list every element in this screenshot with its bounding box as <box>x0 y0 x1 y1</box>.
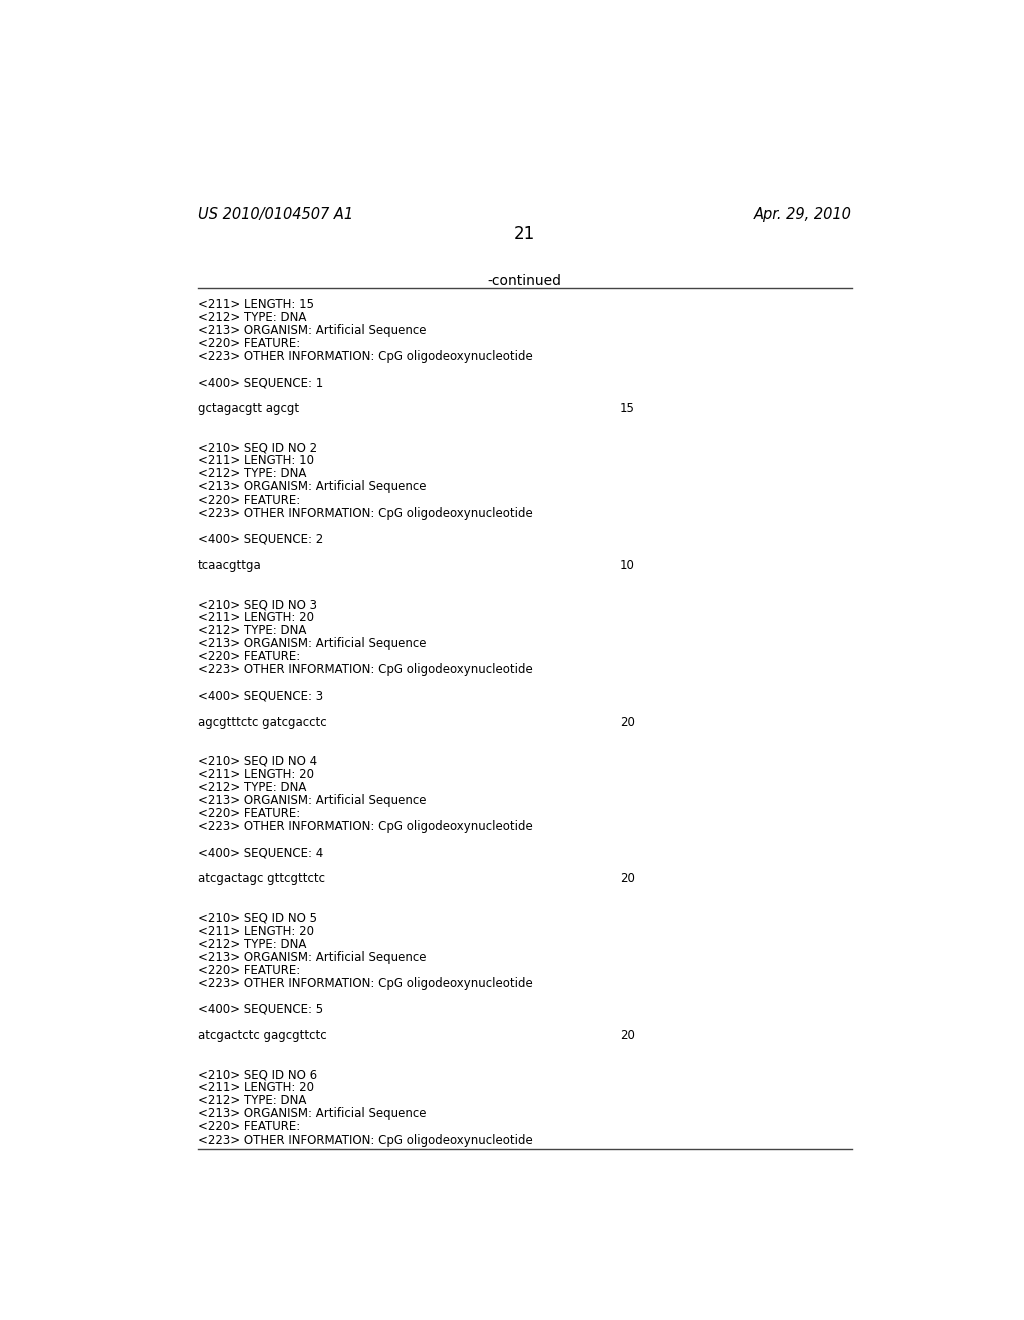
Text: <213> ORGANISM: Artificial Sequence: <213> ORGANISM: Artificial Sequence <box>198 638 426 651</box>
Text: 21: 21 <box>514 226 536 243</box>
Text: <210> SEQ ID NO 5: <210> SEQ ID NO 5 <box>198 912 316 924</box>
Text: agcgtttctc gatcgacctc: agcgtttctc gatcgacctc <box>198 715 327 729</box>
Text: <400> SEQUENCE: 2: <400> SEQUENCE: 2 <box>198 533 324 545</box>
Text: <220> FEATURE:: <220> FEATURE: <box>198 651 300 663</box>
Text: <213> ORGANISM: Artificial Sequence: <213> ORGANISM: Artificial Sequence <box>198 1107 426 1121</box>
Text: <400> SEQUENCE: 3: <400> SEQUENCE: 3 <box>198 689 323 702</box>
Text: <211> LENGTH: 20: <211> LENGTH: 20 <box>198 924 313 937</box>
Text: 20: 20 <box>620 715 635 729</box>
Text: <400> SEQUENCE: 4: <400> SEQUENCE: 4 <box>198 846 324 859</box>
Text: <210> SEQ ID NO 3: <210> SEQ ID NO 3 <box>198 598 316 611</box>
Text: <212> TYPE: DNA: <212> TYPE: DNA <box>198 1094 306 1107</box>
Text: <211> LENGTH: 20: <211> LENGTH: 20 <box>198 611 313 624</box>
Text: <220> FEATURE:: <220> FEATURE: <box>198 1121 300 1134</box>
Text: <210> SEQ ID NO 2: <210> SEQ ID NO 2 <box>198 441 317 454</box>
Text: <220> FEATURE:: <220> FEATURE: <box>198 337 300 350</box>
Text: <210> SEQ ID NO 6: <210> SEQ ID NO 6 <box>198 1068 317 1081</box>
Text: <212> TYPE: DNA: <212> TYPE: DNA <box>198 937 306 950</box>
Text: <211> LENGTH: 10: <211> LENGTH: 10 <box>198 454 313 467</box>
Text: <211> LENGTH: 20: <211> LENGTH: 20 <box>198 1081 313 1094</box>
Text: tcaacgttga: tcaacgttga <box>198 558 261 572</box>
Text: <212> TYPE: DNA: <212> TYPE: DNA <box>198 467 306 480</box>
Text: 20: 20 <box>620 873 635 886</box>
Text: <213> ORGANISM: Artificial Sequence: <213> ORGANISM: Artificial Sequence <box>198 793 426 807</box>
Text: -continued: -continued <box>487 275 562 288</box>
Text: 15: 15 <box>620 403 635 414</box>
Text: US 2010/0104507 A1: US 2010/0104507 A1 <box>198 207 353 222</box>
Text: <213> ORGANISM: Artificial Sequence: <213> ORGANISM: Artificial Sequence <box>198 480 426 494</box>
Text: <223> OTHER INFORMATION: CpG oligodeoxynucleotide: <223> OTHER INFORMATION: CpG oligodeoxyn… <box>198 664 532 676</box>
Text: <223> OTHER INFORMATION: CpG oligodeoxynucleotide: <223> OTHER INFORMATION: CpG oligodeoxyn… <box>198 1134 532 1147</box>
Text: <210> SEQ ID NO 4: <210> SEQ ID NO 4 <box>198 755 317 768</box>
Text: <223> OTHER INFORMATION: CpG oligodeoxynucleotide: <223> OTHER INFORMATION: CpG oligodeoxyn… <box>198 977 532 990</box>
Text: <212> TYPE: DNA: <212> TYPE: DNA <box>198 781 306 793</box>
Text: 20: 20 <box>620 1030 635 1041</box>
Text: <213> ORGANISM: Artificial Sequence: <213> ORGANISM: Artificial Sequence <box>198 323 426 337</box>
Text: <212> TYPE: DNA: <212> TYPE: DNA <box>198 310 306 323</box>
Text: <212> TYPE: DNA: <212> TYPE: DNA <box>198 624 306 638</box>
Text: <400> SEQUENCE: 5: <400> SEQUENCE: 5 <box>198 1003 323 1016</box>
Text: <220> FEATURE:: <220> FEATURE: <box>198 807 300 820</box>
Text: <211> LENGTH: 15: <211> LENGTH: 15 <box>198 297 313 310</box>
Text: <223> OTHER INFORMATION: CpG oligodeoxynucleotide: <223> OTHER INFORMATION: CpG oligodeoxyn… <box>198 507 532 520</box>
Text: 10: 10 <box>620 558 635 572</box>
Text: gctagacgtt agcgt: gctagacgtt agcgt <box>198 403 299 414</box>
Text: <220> FEATURE:: <220> FEATURE: <box>198 964 300 977</box>
Text: <223> OTHER INFORMATION: CpG oligodeoxynucleotide: <223> OTHER INFORMATION: CpG oligodeoxyn… <box>198 350 532 363</box>
Text: <400> SEQUENCE: 1: <400> SEQUENCE: 1 <box>198 376 324 389</box>
Text: <213> ORGANISM: Artificial Sequence: <213> ORGANISM: Artificial Sequence <box>198 950 426 964</box>
Text: atcgactctc gagcgttctc: atcgactctc gagcgttctc <box>198 1030 327 1041</box>
Text: <223> OTHER INFORMATION: CpG oligodeoxynucleotide: <223> OTHER INFORMATION: CpG oligodeoxyn… <box>198 820 532 833</box>
Text: <220> FEATURE:: <220> FEATURE: <box>198 494 300 507</box>
Text: Apr. 29, 2010: Apr. 29, 2010 <box>754 207 852 222</box>
Text: atcgactagc gttcgttctc: atcgactagc gttcgttctc <box>198 873 325 886</box>
Text: <211> LENGTH: 20: <211> LENGTH: 20 <box>198 768 313 781</box>
